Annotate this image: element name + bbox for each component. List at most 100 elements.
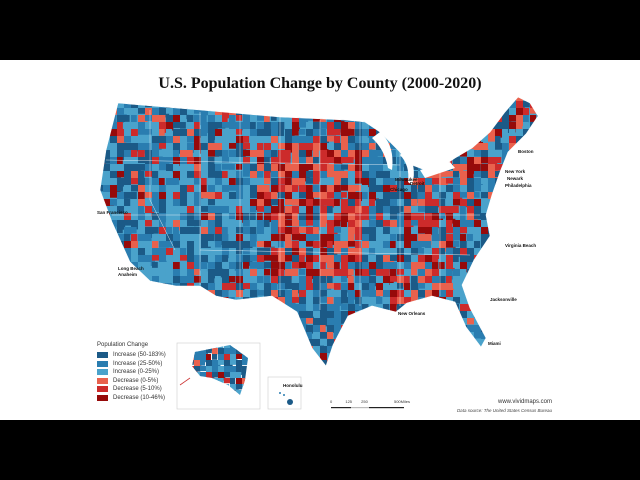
county-cell (432, 171, 442, 180)
county-cell (418, 283, 427, 289)
county-cell (334, 255, 345, 263)
county-cell (229, 192, 237, 200)
county-cell (131, 171, 141, 181)
county-cell (397, 178, 407, 190)
county-cell (376, 213, 384, 223)
county-cell (446, 269, 453, 280)
county-cell (320, 262, 326, 272)
county-cell (242, 354, 248, 361)
county-cell (502, 150, 511, 162)
county-cell (306, 171, 316, 178)
county-cell (187, 206, 198, 215)
county-cell (481, 269, 489, 275)
county-cell (285, 136, 294, 146)
county-cell (264, 115, 270, 124)
county-cell (425, 101, 433, 112)
county-cell (110, 185, 121, 196)
county-cell (200, 360, 206, 366)
county-cell (166, 367, 174, 373)
county-cell (404, 178, 413, 188)
county-cell (215, 311, 225, 321)
county-cell (159, 150, 169, 157)
county-cell (138, 332, 146, 343)
county-cell (173, 108, 183, 118)
county-cell (292, 136, 303, 145)
county-cell (320, 241, 329, 248)
county-cell (264, 164, 274, 173)
county-cell (103, 157, 112, 164)
county-cell (544, 255, 555, 264)
county-cell (313, 101, 322, 110)
county-cell (425, 115, 435, 125)
county-cell (537, 332, 538, 338)
county-cell (376, 143, 382, 151)
county-cell (495, 213, 504, 222)
county-cell (474, 248, 481, 259)
county-cell (544, 157, 551, 166)
county-cell (383, 115, 391, 124)
legend-swatch (97, 360, 108, 367)
county-cell (488, 220, 498, 227)
county-cell (481, 199, 489, 209)
county-cell (159, 206, 170, 217)
county-cell (187, 290, 195, 301)
county-cell (159, 122, 167, 133)
county-cell (481, 346, 489, 355)
county-cell (180, 290, 192, 301)
county-cell (229, 171, 239, 181)
county-cell (341, 157, 349, 164)
county-cell (229, 283, 238, 291)
county-cell (397, 213, 405, 222)
county-cell (453, 346, 461, 357)
county-cell (334, 311, 342, 319)
county-cell (432, 367, 441, 374)
county-cell (313, 143, 324, 151)
county-cell (334, 360, 344, 366)
county-cell (383, 108, 392, 115)
county-cell (523, 311, 532, 321)
county-cell (166, 332, 175, 340)
county-cell (187, 115, 194, 123)
county-cell (285, 297, 296, 308)
county-cell (362, 304, 369, 311)
county-cell (152, 297, 162, 303)
county-cell (383, 206, 395, 218)
county-cell (201, 283, 211, 291)
county-cell (341, 290, 348, 299)
county-cell (159, 325, 167, 334)
county-cell (327, 339, 339, 348)
county-cell (348, 353, 355, 361)
county-cell (355, 241, 362, 250)
county-cell (453, 318, 463, 325)
county-cell (117, 318, 124, 326)
county-cell (236, 97, 243, 105)
county-cell (488, 129, 499, 140)
county-cell (418, 150, 424, 160)
county-cell (439, 304, 449, 312)
county-cell (306, 248, 317, 258)
county-cell (299, 122, 308, 128)
county-cell (110, 213, 119, 225)
county-cell (271, 234, 281, 244)
legend-label: Decrease (10-46%) (113, 394, 166, 401)
county-cell (285, 234, 292, 243)
county-cell (460, 115, 471, 126)
county-cell (453, 164, 464, 174)
county-cell (285, 108, 295, 118)
county-cell (404, 115, 411, 121)
county-cell (159, 276, 166, 285)
county-cell (327, 164, 335, 172)
county-cell (439, 339, 447, 345)
county-cell (292, 213, 298, 221)
county-cell (355, 262, 367, 270)
county-cell (376, 97, 386, 102)
county-cell (306, 297, 315, 307)
county-cell (425, 262, 434, 271)
county-cell (180, 122, 186, 129)
county-cell (236, 311, 243, 321)
county-cell (411, 297, 418, 305)
county-cell (320, 367, 327, 374)
county-cell (418, 360, 427, 366)
county-cell (446, 360, 457, 366)
county-cell (369, 213, 380, 220)
